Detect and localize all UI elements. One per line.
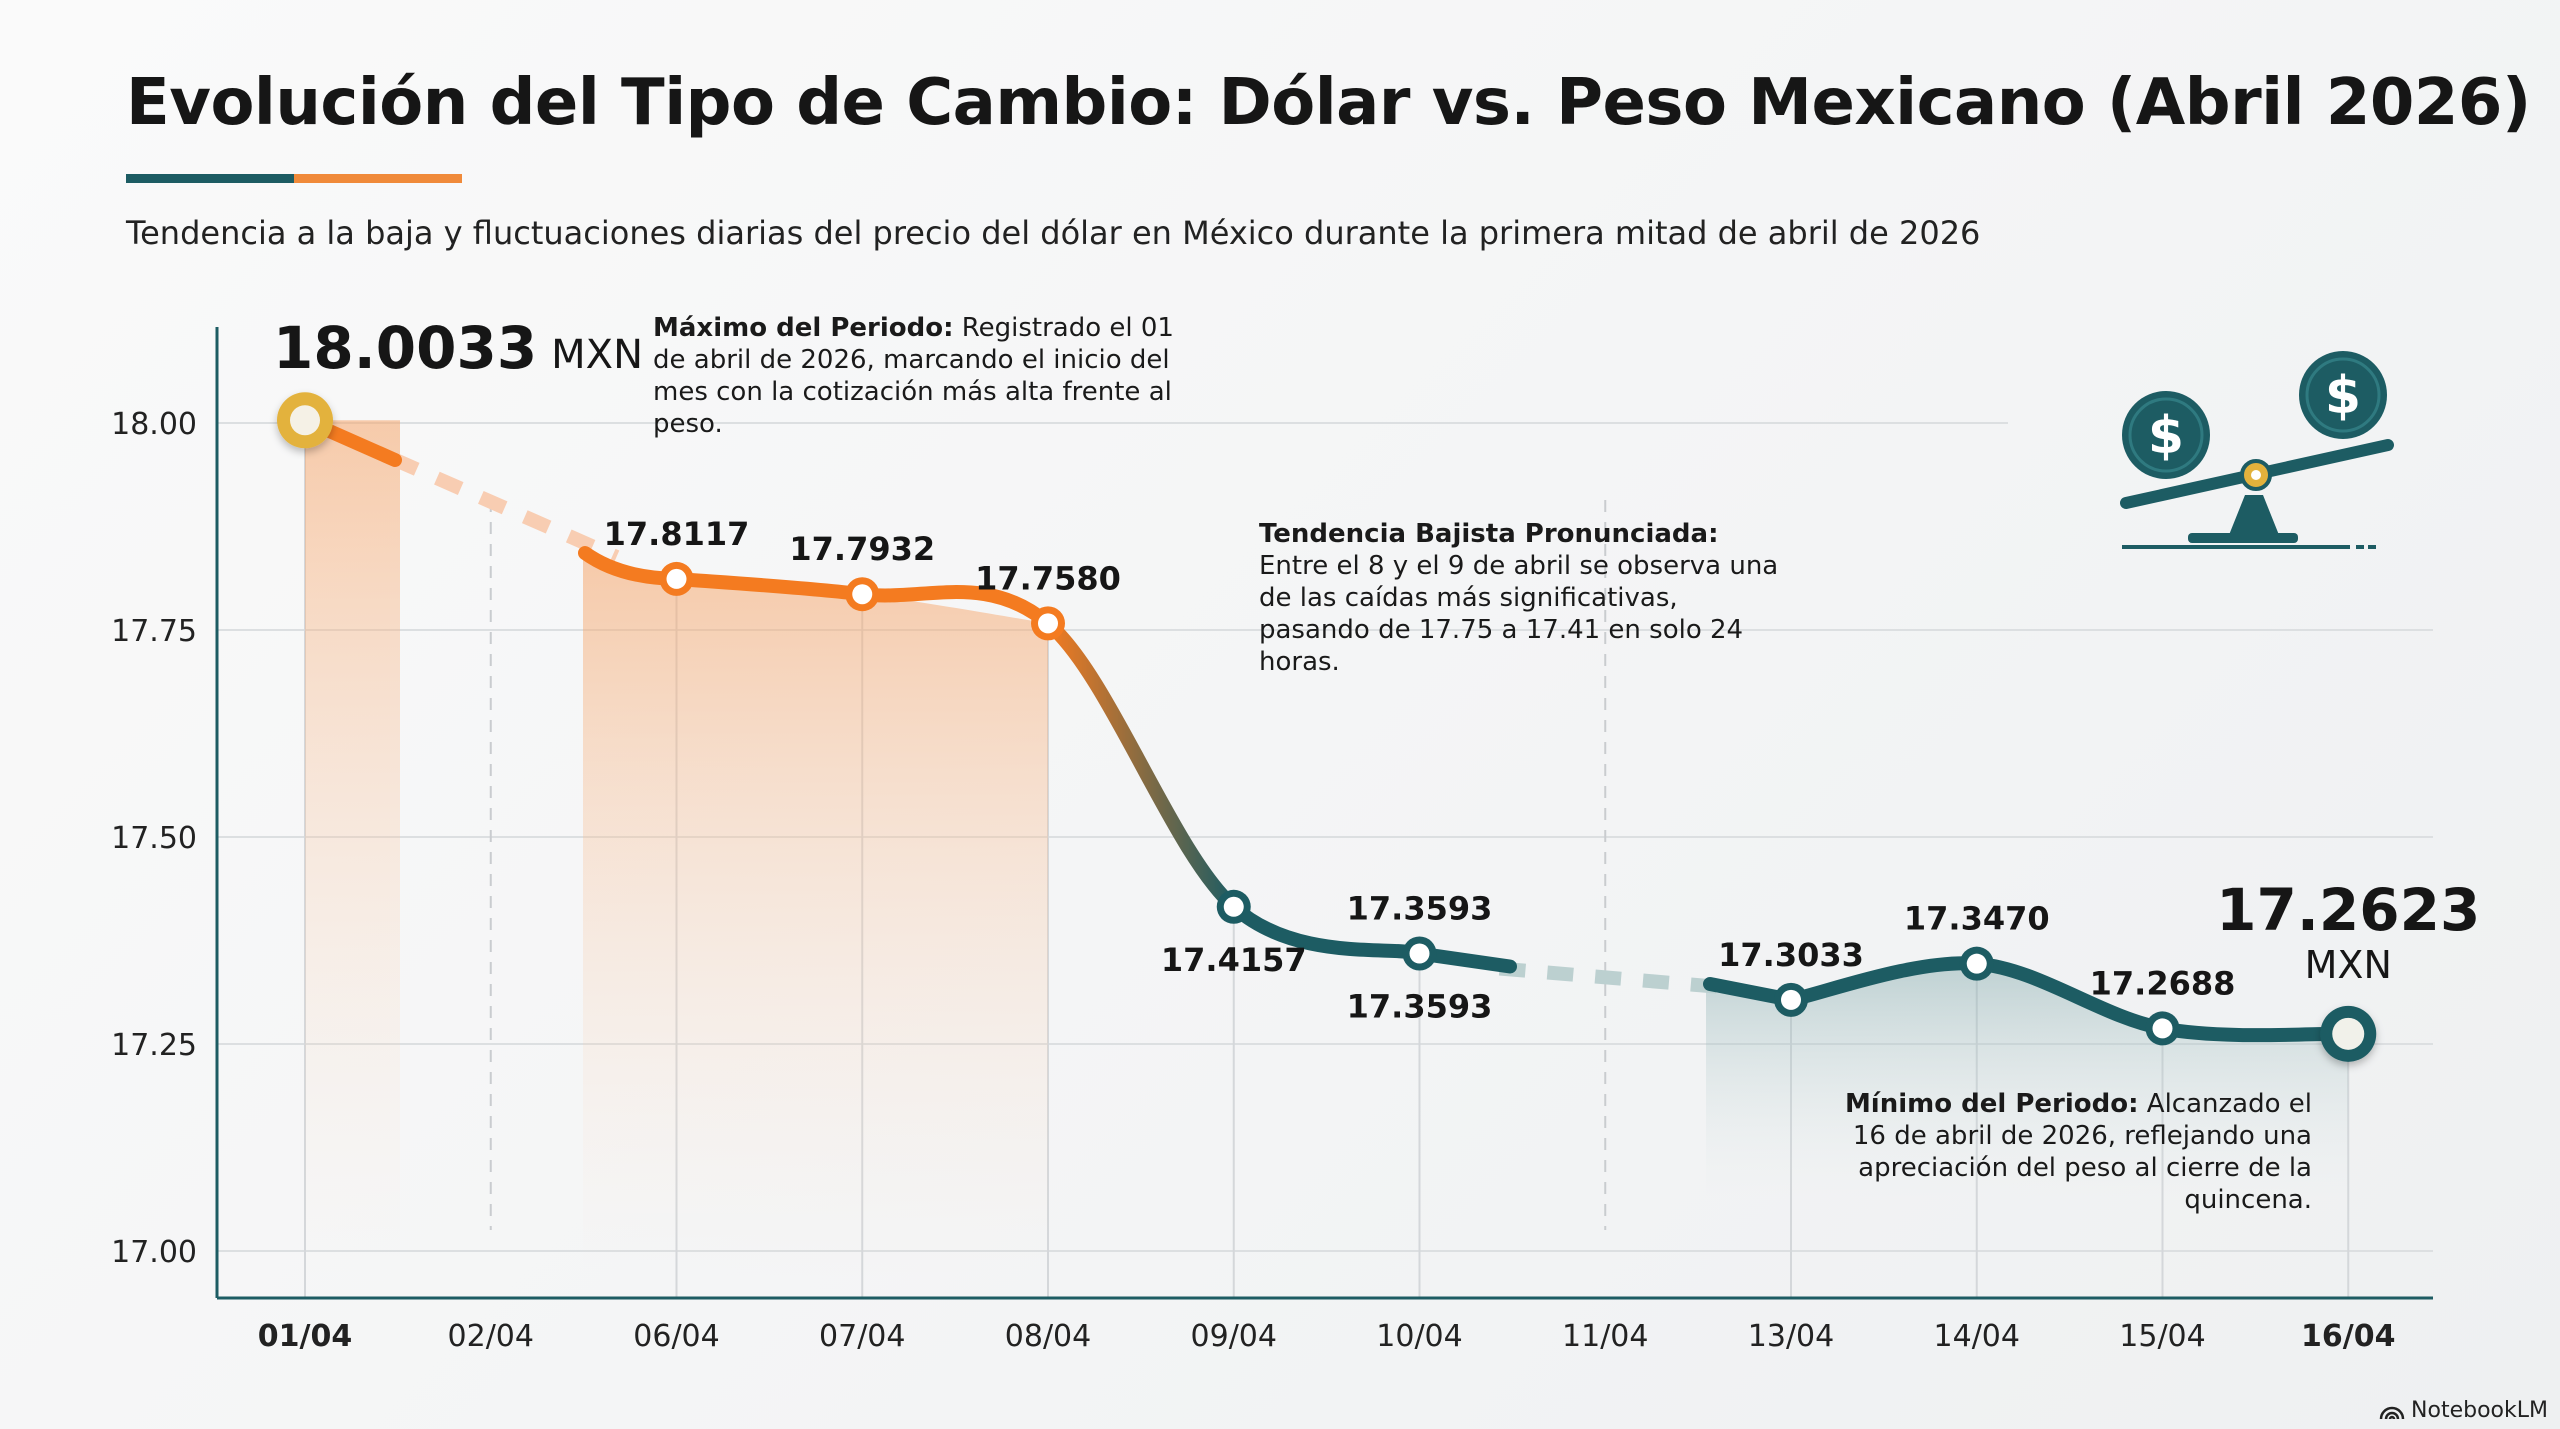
data-label: 17.2688 [2090,964,2236,1002]
title-underline [126,174,462,183]
gap-dashed-line [1498,961,1732,995]
x-tick-label: 15/04 [2119,1319,2205,1354]
x-tick-label: 11/04 [1562,1319,1648,1354]
area-fill-teal [1706,963,2349,1198]
data-point-min-center [2332,1017,2365,1050]
watermark: NotebookLM [2379,1398,2548,1423]
area-fill-orange [583,558,1048,1278]
data-point-center [1409,943,1430,964]
svg-text:$: $ [2325,366,2361,426]
page-subtitle: Tendencia a la baja y fluctuaciones diar… [126,214,1981,252]
annotation-trend-text: Entre el 8 y el 9 de abril se observa un… [1259,551,1779,677]
min-unit-label: MXN [2305,943,2392,987]
data-label: 17.8117 [604,515,750,553]
x-tick-label: 07/04 [819,1319,905,1354]
x-tick-label: 06/04 [633,1319,719,1354]
max-value: 18.0033 [273,314,537,382]
svg-text:$: $ [2148,406,2184,466]
data-point-center [1223,896,1244,917]
data-label: 17.3470 [1904,900,2050,938]
data-point-center [1781,989,1801,1010]
annotation-max: Máximo del Periodo: Registrado el 01 de … [653,312,1213,440]
annotation-max-label: Máximo del Periodo: [653,313,954,343]
annotation-max-text: Registrado el 01 de abril de 2026, marca… [653,313,1174,439]
area-fill-orange [305,420,400,1279]
watermark-text: NotebookLM [2411,1398,2548,1423]
data-label: 17.3033 [1718,936,1864,974]
data-label: 17.7932 [789,530,935,568]
min-value-label: 17.2623 [2216,876,2480,944]
y-tick-label: 17.00 [111,1235,197,1270]
data-label: 17.4157 [1161,941,1307,979]
annotation-min-text: Alcanzado el 16 de abril de 2026, reflej… [1852,1089,2312,1215]
data-label: 17.3593 [1347,987,1493,1025]
annotation-trend-label: Tendencia Bajista Pronunciada: [1259,519,1719,549]
data-point-center [666,568,687,589]
x-tick-label: 01/04 [258,1319,352,1354]
data-point-center [1038,613,1058,634]
notebooklm-logo-icon [2379,1406,2405,1419]
y-tick-label: 17.75 [111,614,197,649]
max-value-label: 18.0033 MXN [273,314,643,382]
x-tick-label: 08/04 [1005,1319,1091,1354]
data-point-center [1966,953,1987,974]
data-point-max-center [290,405,320,436]
x-tick-label: 13/04 [1748,1319,1834,1354]
x-tick-label: 14/04 [1934,1319,2020,1354]
annotation-min: Mínimo del Periodo: Alcanzado el 16 de a… [1820,1088,2312,1216]
annotation-min-label: Mínimo del Periodo: [1844,1089,2139,1119]
max-unit: MXN [551,332,643,378]
page-title: Evolución del Tipo de Cambio: Dólar vs. … [126,66,2531,140]
x-tick-label: 02/04 [448,1319,534,1354]
series-line-teal [1784,956,2356,1043]
data-label: 17.7580 [975,559,1121,597]
series-line [669,571,1427,961]
balance-scale-dollar-icon: $ $ [2120,351,2394,549]
annotation-trend: Tendencia Bajista Pronunciada: Entre el 8… [1259,518,1779,678]
data-point-center [852,584,873,605]
data-point-center [2152,1018,2173,1039]
y-tick-label: 17.50 [111,821,197,856]
data-label: 17.3593 [1347,889,1493,927]
y-tick-label: 17.25 [111,1028,197,1063]
x-tick-label: 10/04 [1376,1319,1462,1354]
x-tick-label: 16/04 [2301,1319,2395,1354]
x-tick-label: 09/04 [1191,1319,1277,1354]
y-tick-label: 18.00 [111,407,197,442]
